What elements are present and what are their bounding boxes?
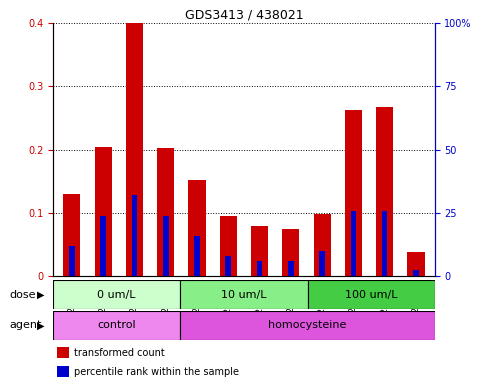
Text: percentile rank within the sample: percentile rank within the sample — [74, 367, 239, 377]
Text: 100 um/L: 100 um/L — [345, 290, 398, 300]
Text: agent: agent — [10, 320, 42, 331]
Bar — [163, 216, 169, 276]
Text: transformed count: transformed count — [74, 348, 165, 358]
Bar — [95, 147, 112, 276]
Bar — [413, 270, 419, 276]
Bar — [100, 216, 106, 276]
Bar — [194, 236, 200, 276]
Bar — [251, 227, 268, 276]
Bar — [382, 210, 387, 276]
Text: 0 um/L: 0 um/L — [98, 290, 136, 300]
Bar — [282, 229, 299, 276]
FancyBboxPatch shape — [308, 280, 435, 309]
Bar — [157, 149, 174, 276]
Bar — [57, 347, 69, 358]
Bar — [319, 251, 325, 276]
Bar — [63, 194, 81, 276]
Bar — [69, 246, 75, 276]
Bar — [132, 195, 137, 276]
Text: ▶: ▶ — [37, 290, 45, 300]
Bar — [257, 261, 262, 276]
Bar — [188, 180, 206, 276]
Bar — [345, 111, 362, 276]
Bar — [126, 23, 143, 276]
Bar — [226, 256, 231, 276]
Bar — [288, 261, 294, 276]
Text: control: control — [98, 320, 136, 331]
Bar — [351, 210, 356, 276]
Text: 10 um/L: 10 um/L — [221, 290, 267, 300]
Title: GDS3413 / 438021: GDS3413 / 438021 — [185, 9, 303, 22]
Bar — [313, 214, 331, 276]
Text: dose: dose — [10, 290, 36, 300]
Bar — [220, 216, 237, 276]
Text: homocysteine: homocysteine — [269, 320, 347, 331]
FancyBboxPatch shape — [180, 280, 308, 309]
Bar — [407, 252, 425, 276]
FancyBboxPatch shape — [180, 311, 435, 340]
FancyBboxPatch shape — [53, 280, 180, 309]
FancyBboxPatch shape — [53, 311, 180, 340]
Bar — [376, 107, 393, 276]
Text: ▶: ▶ — [37, 320, 45, 331]
Bar — [57, 366, 69, 377]
